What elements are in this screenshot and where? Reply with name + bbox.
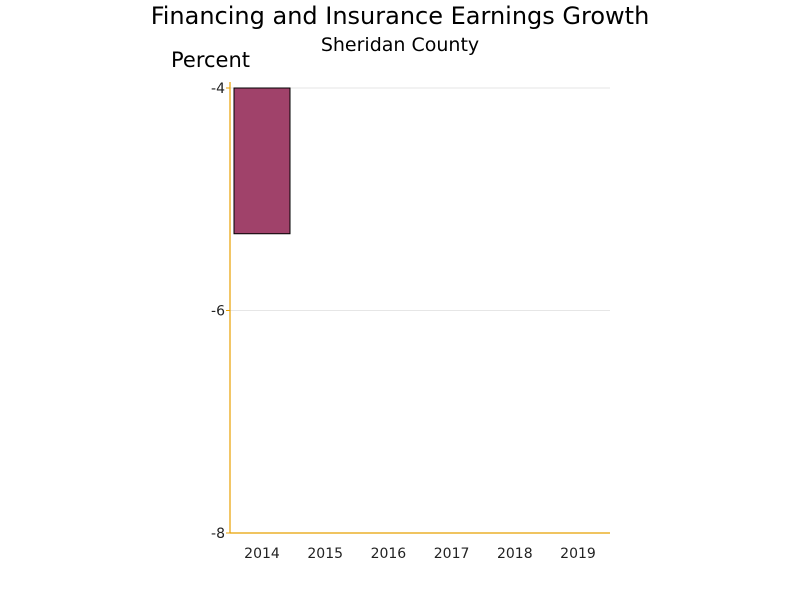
x-tick-label: 2018 — [497, 546, 533, 562]
x-tick-label: 2017 — [434, 546, 470, 562]
y-tick-labels: -4 -6 -8 — [211, 81, 225, 542]
chart-subtitle: Sheridan County — [320, 34, 480, 56]
chart-title: Financing and Insurance Earnings Growth — [150, 2, 650, 30]
y-tick-label: -8 — [211, 526, 225, 542]
bar-2014 — [233, 87, 291, 235]
x-tick-label: 2014 — [244, 546, 280, 562]
x-tick-label: 2015 — [307, 546, 343, 562]
y-axis-label: Percent — [171, 48, 251, 72]
axes — [226, 82, 610, 534]
x-tick-label: 2019 — [560, 546, 596, 562]
y-tick-label: -6 — [211, 304, 225, 320]
y-tick-label: -4 — [211, 81, 225, 97]
x-tick-labels: 2014 2015 2016 2017 2018 2019 — [244, 546, 596, 562]
bars — [233, 87, 291, 235]
x-tick-label: 2016 — [371, 546, 407, 562]
grid-lines — [230, 87, 610, 311]
